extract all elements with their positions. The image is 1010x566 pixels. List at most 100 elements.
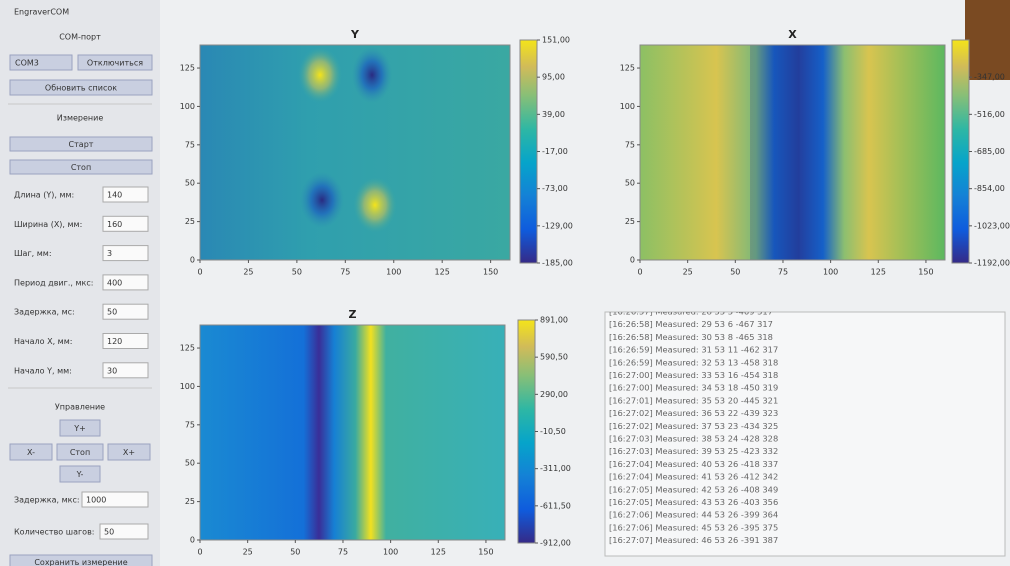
colorbar-label: -17,00 <box>542 147 568 156</box>
x-tick-label: 150 <box>918 268 933 277</box>
field-label: Шаг, мм: <box>14 249 52 258</box>
app-window: EngraverCOM COM-порт COM3 Отключиться Обнови… <box>0 0 1010 566</box>
y-minus-button-label: Y- <box>76 470 84 479</box>
colorbar-label: -185,00 <box>542 259 573 268</box>
log-line: [16:27:00] Measured: 33 53 16 -454 318 <box>609 370 778 380</box>
stop-button-label: Стоп <box>71 163 91 172</box>
y-tick-label: 75 <box>185 420 195 429</box>
x-tick-label: 125 <box>871 268 886 277</box>
x-tick-label: 50 <box>730 268 740 277</box>
corner-object <box>965 0 1010 80</box>
y-tick-label: 50 <box>625 179 635 188</box>
log-line: [16:27:07] Measured: 46 53 26 -391 387 <box>609 535 778 545</box>
log-line: [16:26:59] Measured: 32 53 13 -458 318 <box>609 357 778 367</box>
y-tick-label: 50 <box>185 459 195 468</box>
x-tick-label: 0 <box>197 548 202 557</box>
y-plus-button-label: Y+ <box>73 424 86 433</box>
section-heading: COM-порт <box>59 33 101 42</box>
heatmap-shade <box>750 45 800 260</box>
x-plus-button-label: X+ <box>123 448 135 457</box>
x-tick-label: 25 <box>243 548 253 557</box>
log-line: [16:27:05] Measured: 43 53 26 -403 356 <box>609 497 778 507</box>
y-tick-label: 0 <box>190 536 195 545</box>
x-tick-label: 150 <box>478 548 493 557</box>
steps-input-value: 50 <box>104 528 114 537</box>
refresh-button-label: Обновить список <box>45 84 117 93</box>
x-tick-label: 25 <box>243 268 253 277</box>
field-input-value: 400 <box>107 278 122 287</box>
section-heading: Управление <box>55 403 105 412</box>
colorbar <box>952 40 969 263</box>
log-line: [16:26:58] Measured: 30 53 8 -465 318 <box>609 332 773 342</box>
log-line: [16:27:05] Measured: 42 53 26 -408 349 <box>609 484 778 494</box>
y-tick-label: 25 <box>185 497 195 506</box>
x-tick-label: 75 <box>340 268 350 277</box>
colorbar <box>520 40 537 263</box>
field-input-value: 120 <box>107 337 122 346</box>
colorbar-label: -311,00 <box>540 464 571 473</box>
window-title: EngraverCOM <box>14 8 69 17</box>
log-line: [16:27:06] Measured: 44 53 26 -399 364 <box>609 510 778 520</box>
y-tick-label: 125 <box>620 64 635 73</box>
log-line: [16:27:04] Measured: 40 53 26 -418 337 <box>609 459 778 469</box>
heatmap-hotspot <box>298 47 342 103</box>
plot-title: Y <box>350 28 360 41</box>
x-tick-label: 100 <box>823 268 838 277</box>
x-tick-label: 0 <box>637 268 642 277</box>
field-input-value: 3 <box>107 249 112 258</box>
x-tick-label: 125 <box>435 268 450 277</box>
log-line: [16:27:06] Measured: 45 53 26 -395 375 <box>609 522 778 532</box>
field-input-value: 50 <box>107 308 117 317</box>
heatmap-hotspot <box>353 177 397 233</box>
x-tick-label: 100 <box>386 268 401 277</box>
y-tick-label: 25 <box>185 217 195 226</box>
disconnect-button-label: Отключиться <box>87 59 143 68</box>
x-tick-label: 75 <box>778 268 788 277</box>
colorbar-label: -129,00 <box>542 221 573 230</box>
section-heading: Измерение <box>57 114 104 123</box>
x-tick-label: 75 <box>338 548 348 557</box>
port-value: COM3 <box>15 59 39 68</box>
y-tick-label: 50 <box>185 179 195 188</box>
y-tick-label: 100 <box>620 102 635 111</box>
field-label: Задержка, мс: <box>14 308 75 317</box>
colorbar-label: 151,00 <box>542 36 570 45</box>
field-label: Количество шагов: <box>14 528 94 537</box>
y-tick-label: 125 <box>180 64 195 73</box>
heatmap-coldspot <box>352 47 392 103</box>
colorbar-label: -73,00 <box>542 184 568 193</box>
x-minus-button-label: X- <box>27 448 35 457</box>
field-input-value: 30 <box>107 366 117 375</box>
y-tick-label: 100 <box>180 382 195 391</box>
x-tick-label: 100 <box>383 548 398 557</box>
x-tick-label: 0 <box>197 268 202 277</box>
x-tick-label: 25 <box>683 268 693 277</box>
field-label: Начало X, мм: <box>14 337 72 346</box>
colorbar-label: -685,00 <box>974 147 1005 156</box>
stop-move-button-label: Стоп <box>70 448 90 457</box>
log-line: [16:27:02] Measured: 37 53 23 -434 325 <box>609 421 778 431</box>
y-tick-label: 0 <box>190 256 195 265</box>
colorbar-label: -516,00 <box>974 110 1005 119</box>
x-tick-label: 150 <box>483 268 498 277</box>
plot-title: Z <box>349 308 357 321</box>
log-line: [16:27:04] Measured: 41 53 26 -412 342 <box>609 472 778 482</box>
field-label: Задержка, мкс: <box>14 496 80 505</box>
y-tick-label: 25 <box>625 217 635 226</box>
heatmap <box>200 325 505 540</box>
heatmap-coldspot <box>300 172 344 228</box>
y-tick-label: 75 <box>625 140 635 149</box>
delay-input-value: 1000 <box>86 496 106 505</box>
colorbar <box>518 320 535 543</box>
x-tick-label: 50 <box>292 268 302 277</box>
colorbar-label: -912,00 <box>540 539 571 548</box>
field-label: Период двиг., мкс: <box>14 278 93 287</box>
colorbar-label: 95,00 <box>542 73 565 82</box>
start-button-label: Старт <box>69 140 94 149</box>
colorbar-label: -347,00 <box>974 73 1005 82</box>
field-input-value: 140 <box>107 191 122 200</box>
log-line: [16:27:01] Measured: 35 53 20 -445 321 <box>609 395 778 405</box>
colorbar-label: -611,50 <box>540 501 571 510</box>
y-tick-label: 100 <box>180 102 195 111</box>
colorbar-label: 590,50 <box>540 353 568 362</box>
